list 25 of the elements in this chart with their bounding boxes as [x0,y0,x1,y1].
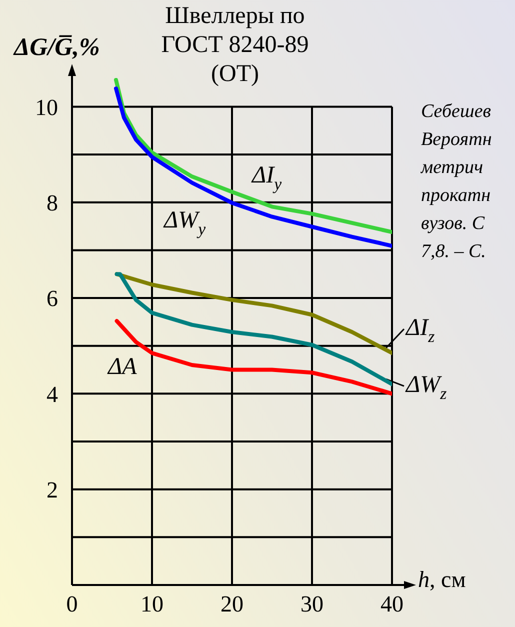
series-label: ΔW$_{y}$ [163,208,206,239]
text: 7,8. – С. [421,240,487,264]
text: прокатн [421,184,492,208]
text: метрич [421,156,484,180]
text: Себешев [421,100,492,124]
line-series [114,272,392,356]
x-axis-title: h, см [418,567,466,593]
y-tick-label: 6 [46,286,58,312]
series-label: ΔI$_{z}$ [405,315,436,346]
x-tick-label: 0 [66,591,78,616]
x-tick-label: 20 [220,591,244,616]
y-tick-label: 10 [35,94,58,120]
text: вузов. С [421,212,486,236]
x-tick-label: 10 [140,591,164,616]
y-tick-label: 8 [46,190,58,216]
series-label: ΔW$_{z}$ [405,372,448,403]
y-tick-label: 4 [46,382,58,407]
y-axis-title: ΔG/G̅,% [14,34,100,62]
chart-title: Швеллеры по ГОСТ 8240-89 (ОТ) [160,2,310,89]
series-label: ΔA [107,354,138,380]
y-tick-label: 2 [46,478,58,503]
text: Вероятн [421,128,492,152]
series-label: ΔI$_{y}$ [251,162,282,194]
x-tick-label: 40 [380,591,404,616]
x-tick-label: 30 [300,591,324,616]
